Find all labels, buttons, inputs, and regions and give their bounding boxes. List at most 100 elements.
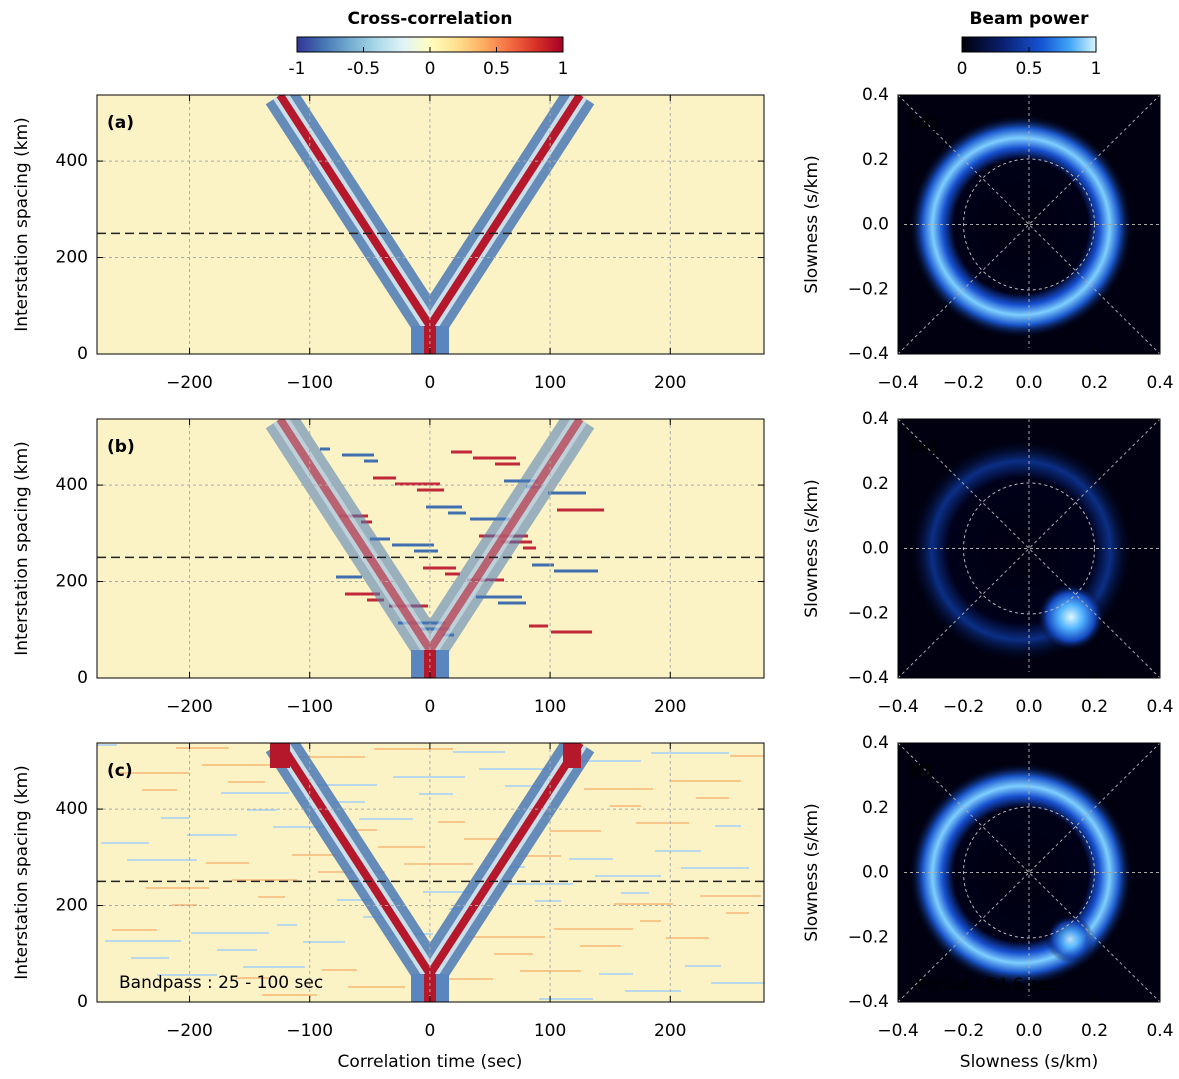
x-tick-label: 200 bbox=[654, 1021, 686, 1041]
y-axis-label: Interstation spacing (km) bbox=[12, 117, 32, 332]
y-tick-label: −0.2 bbox=[848, 927, 889, 947]
diagonal bbox=[898, 95, 1160, 354]
y-tick-label: 0.0 bbox=[862, 863, 889, 883]
diagonal bbox=[898, 743, 1160, 1002]
x-tick-label: 200 bbox=[654, 697, 686, 717]
y-tick-label: −0.4 bbox=[848, 992, 889, 1012]
y-tick-label: 0.0 bbox=[862, 539, 889, 559]
colorbar-tick-label: 1 bbox=[1091, 59, 1102, 79]
y-tick-label: −0.4 bbox=[848, 668, 889, 688]
beam-map bbox=[898, 743, 1160, 1002]
top-band bbox=[563, 743, 581, 768]
y-tick-label: 200 bbox=[56, 248, 88, 268]
panel-label: (e) bbox=[910, 437, 937, 457]
y-tick-label: 200 bbox=[56, 572, 88, 592]
axes-frame bbox=[96, 742, 765, 1003]
colorbar-tick-label: -0.5 bbox=[347, 59, 380, 79]
diagonal bbox=[898, 743, 1160, 1002]
x-axis-label: Slowness (s/km) bbox=[960, 1052, 1098, 1072]
reference-circle bbox=[963, 158, 1095, 291]
y-axis-label: Interstation spacing (km) bbox=[12, 441, 32, 656]
beam-map bbox=[898, 95, 1160, 354]
zero-lag bbox=[424, 974, 436, 1002]
beam-ring bbox=[909, 114, 1133, 339]
y-tick-label: −0.2 bbox=[848, 603, 889, 623]
x-tick-label: −0.4 bbox=[877, 1021, 918, 1041]
diagonal bbox=[898, 95, 1160, 354]
heatmap bbox=[97, 743, 764, 1002]
colorbar-tick-label: 1 bbox=[558, 59, 569, 79]
axes-frame bbox=[897, 418, 1161, 679]
y-tick-label: 0.2 bbox=[862, 798, 889, 818]
axes-frame bbox=[96, 418, 765, 679]
x-tick-label: 0.2 bbox=[1081, 1021, 1108, 1041]
y-tick-label: −0.4 bbox=[848, 344, 889, 364]
x-tick-label: −0.4 bbox=[877, 697, 918, 717]
x-tick-label: −200 bbox=[166, 697, 213, 717]
heatmap bbox=[97, 95, 764, 354]
x-tick-label: 100 bbox=[534, 697, 566, 717]
x-tick-label: 0.2 bbox=[1081, 697, 1108, 717]
y-tick-label: 400 bbox=[56, 475, 88, 495]
x-tick-label: 0.0 bbox=[1015, 1021, 1042, 1041]
x-tick-label: 0 bbox=[424, 1021, 435, 1041]
y-tick-label: 0 bbox=[77, 668, 88, 688]
x-tick-label: 0.4 bbox=[1146, 1021, 1173, 1041]
colorbar-tick-label: 0.5 bbox=[483, 59, 510, 79]
beam-ring bbox=[909, 762, 1133, 987]
y-tick-label: 0.4 bbox=[862, 733, 889, 753]
x-tick-label: 0.2 bbox=[1081, 373, 1108, 393]
panel-label: (a) bbox=[107, 113, 134, 133]
y-tick-label: 0.4 bbox=[862, 85, 889, 105]
axes-frame bbox=[96, 94, 765, 355]
panel-label: (f) bbox=[910, 761, 933, 781]
zero-lag bbox=[424, 326, 436, 354]
beam-spot bbox=[1037, 583, 1105, 651]
y-tick-label: 400 bbox=[56, 799, 88, 819]
x-tick-label: 100 bbox=[534, 1021, 566, 1041]
colorbar-tick-label: 0 bbox=[425, 59, 436, 79]
diagonal bbox=[898, 419, 1160, 678]
x-tick-label: 200 bbox=[654, 373, 686, 393]
y-axis-label: Interstation spacing (km) bbox=[12, 765, 32, 980]
colorbar-title: Cross-correlation bbox=[348, 9, 513, 29]
beam-map bbox=[898, 419, 1160, 678]
x-tick-label: −200 bbox=[166, 373, 213, 393]
annotation: Period : 54.6 sec bbox=[916, 975, 1057, 995]
y-tick-label: 0.4 bbox=[862, 409, 889, 429]
y-tick-label: 400 bbox=[56, 151, 88, 171]
x-tick-label: 0.0 bbox=[1015, 373, 1042, 393]
y-tick-label: 0.2 bbox=[862, 474, 889, 494]
x-tick-label: 0.4 bbox=[1146, 373, 1173, 393]
colorbar-tick-label: 0 bbox=[957, 59, 968, 79]
reference-circle bbox=[963, 806, 1095, 939]
x-tick-label: 0 bbox=[424, 697, 435, 717]
colorbar-title: Beam power bbox=[969, 9, 1089, 29]
x-axis-label: Correlation time (sec) bbox=[338, 1052, 523, 1072]
colorbar-tick-label: -1 bbox=[289, 59, 306, 79]
x-tick-label: −0.2 bbox=[943, 373, 984, 393]
beam-spot bbox=[1046, 915, 1094, 963]
zero-lag bbox=[424, 650, 436, 678]
colorbar-tick-label: 0.5 bbox=[1015, 59, 1042, 79]
x-tick-label: 0.4 bbox=[1146, 697, 1173, 717]
x-tick-label: 100 bbox=[534, 373, 566, 393]
x-tick-label: −0.2 bbox=[943, 697, 984, 717]
panel-label: (c) bbox=[107, 761, 133, 781]
axes-frame bbox=[897, 94, 1161, 355]
y-axis-label: Slowness (s/km) bbox=[802, 155, 822, 293]
x-tick-label: −100 bbox=[286, 1021, 333, 1041]
y-tick-label: 200 bbox=[56, 896, 88, 916]
reference-circle bbox=[963, 482, 1095, 615]
x-tick-label: 0 bbox=[424, 373, 435, 393]
panel-label: (b) bbox=[107, 437, 135, 457]
x-tick-label: −100 bbox=[286, 373, 333, 393]
annotation: Bandpass : 25 - 100 sec bbox=[119, 973, 323, 993]
y-tick-label: 0 bbox=[77, 344, 88, 364]
panel-label: (d) bbox=[910, 113, 938, 133]
axes-frame bbox=[897, 742, 1161, 1003]
heatmap bbox=[97, 419, 764, 678]
x-tick-label: −200 bbox=[166, 1021, 213, 1041]
x-tick-label: −100 bbox=[286, 697, 333, 717]
